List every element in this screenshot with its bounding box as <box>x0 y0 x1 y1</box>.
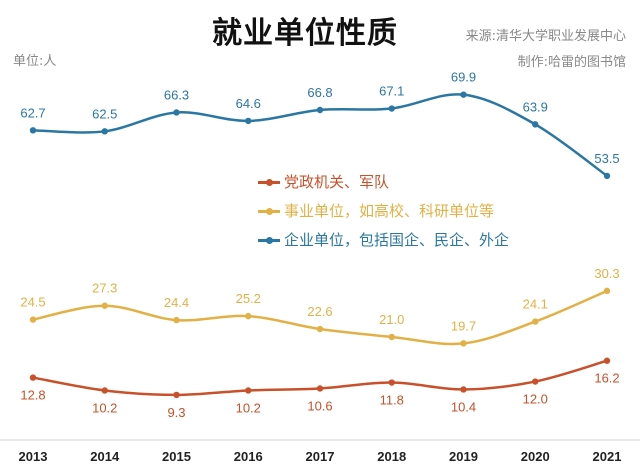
data-point <box>532 121 539 128</box>
source-credit: 来源:清华大学职业发展中心 制作:哈雷的图书馆 <box>466 24 626 76</box>
legend-swatch <box>258 237 280 244</box>
series-line <box>32 93 608 177</box>
data-label: 25.2 <box>236 291 261 306</box>
legend-item-party-gov: 党政机关、军队 <box>258 168 509 197</box>
data-point <box>532 318 539 325</box>
data-point <box>532 378 539 385</box>
data-point <box>388 379 395 386</box>
data-label: 10.2 <box>92 400 117 415</box>
unit-label: 单位:人 <box>13 54 57 69</box>
data-label: 12.8 <box>20 388 45 403</box>
legend-swatch <box>258 179 280 186</box>
legend-item-enterprises: 企业单位，包括国企、民企、外企 <box>258 226 509 255</box>
data-label: 11.8 <box>380 393 404 408</box>
data-point <box>245 312 252 320</box>
legend-label: 企业单位，包括国企、民企、外企 <box>284 231 510 249</box>
chart-title: 就业单位性质 <box>212 16 398 51</box>
data-point <box>101 128 108 135</box>
data-point <box>29 316 37 323</box>
x-tick-label: 2014 <box>90 449 120 464</box>
data-point <box>460 340 467 347</box>
data-label: 67.1 <box>379 84 404 99</box>
legend-swatch <box>258 208 280 215</box>
data-point <box>173 316 180 324</box>
data-label: 19.7 <box>451 318 476 333</box>
data-point <box>460 91 467 98</box>
data-point <box>316 325 324 333</box>
data-label: 9.3 <box>167 405 185 420</box>
data-label: 12.0 <box>523 392 548 407</box>
data-label: 53.5 <box>594 151 619 166</box>
data-label: 66.3 <box>164 87 189 102</box>
data-label: 66.8 <box>307 85 332 100</box>
data-point <box>29 374 37 381</box>
data-point <box>245 387 252 394</box>
data-point <box>245 117 252 125</box>
data-point <box>388 105 395 112</box>
source-text: 来源:清华大学职业发展中心 <box>465 29 626 44</box>
data-label: 22.6 <box>307 304 332 319</box>
data-label: 10.6 <box>307 398 332 413</box>
x-tick-label: 2018 <box>377 449 406 464</box>
data-label: 62.5 <box>92 106 117 121</box>
data-point <box>316 106 324 114</box>
data-point <box>603 172 611 180</box>
data-label: 10.2 <box>236 400 261 415</box>
data-label: 10.4 <box>451 399 476 414</box>
x-tick-label: 2016 <box>234 449 263 464</box>
x-tick-label: 2019 <box>449 449 478 464</box>
legend-item-institutions: 事业单位，如高校、科研单位等 <box>258 197 509 226</box>
x-tick-label: 2017 <box>306 449 335 464</box>
data-point <box>460 386 467 393</box>
data-label: 21.0 <box>379 312 404 327</box>
data-label: 64.6 <box>236 96 261 111</box>
credit-text: 制作:哈雷的图书馆 <box>517 55 626 70</box>
x-tick-label: 2021 <box>593 449 622 464</box>
data-label: 24.1 <box>523 297 548 312</box>
legend-label: 事业单位，如高校、科研单位等 <box>284 202 495 220</box>
data-point <box>603 357 611 364</box>
data-point <box>29 127 37 134</box>
data-label: 16.2 <box>594 371 619 386</box>
data-label: 24.4 <box>164 295 189 310</box>
x-tick-label: 2020 <box>521 449 550 464</box>
data-label: 30.3 <box>594 266 619 281</box>
data-point <box>388 333 395 341</box>
legend: 党政机关、军队 事业单位，如高校、科研单位等 企业单位，包括国企、民企、外企 <box>258 168 509 255</box>
data-point <box>316 385 324 392</box>
legend-label: 党政机关、军队 <box>284 173 390 191</box>
data-label: 24.5 <box>20 295 45 310</box>
data-point <box>173 109 180 116</box>
data-point <box>173 391 180 399</box>
data-point <box>101 387 108 394</box>
x-tick-label: 2013 <box>19 449 48 464</box>
data-label: 69.9 <box>451 70 476 85</box>
data-label: 63.9 <box>523 99 548 114</box>
data-label: 27.3 <box>92 281 117 296</box>
data-label: 62.7 <box>20 105 45 120</box>
data-point <box>603 287 611 295</box>
data-point <box>101 302 108 309</box>
x-tick-label: 2015 <box>162 449 191 464</box>
